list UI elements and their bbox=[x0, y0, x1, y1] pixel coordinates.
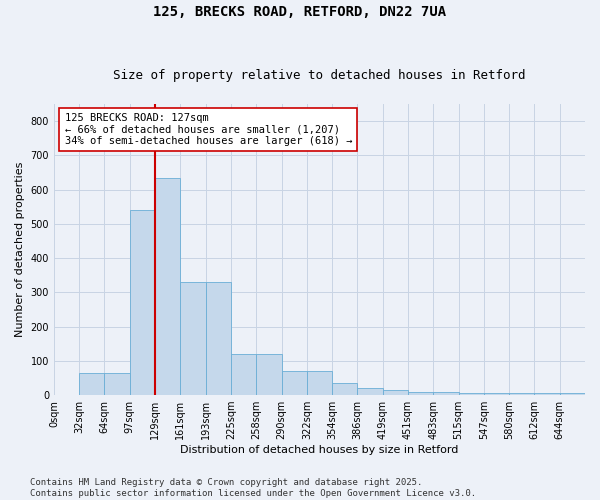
Bar bbox=[281, 371, 307, 395]
Text: Contains HM Land Registry data © Crown copyright and database right 2025.
Contai: Contains HM Land Registry data © Crown c… bbox=[30, 478, 476, 498]
Bar bbox=[231, 354, 256, 395]
Bar bbox=[155, 178, 181, 395]
Bar bbox=[181, 282, 206, 395]
Bar bbox=[256, 354, 281, 395]
Bar bbox=[206, 282, 231, 395]
Bar bbox=[408, 392, 433, 395]
Bar bbox=[307, 371, 332, 395]
Bar bbox=[130, 210, 155, 395]
Y-axis label: Number of detached properties: Number of detached properties bbox=[15, 162, 25, 337]
Bar bbox=[484, 394, 509, 395]
Bar bbox=[104, 373, 130, 395]
Bar bbox=[509, 394, 535, 395]
Bar bbox=[535, 394, 560, 395]
Bar bbox=[383, 390, 408, 395]
Bar bbox=[458, 394, 484, 395]
X-axis label: Distribution of detached houses by size in Retford: Distribution of detached houses by size … bbox=[180, 445, 458, 455]
Bar bbox=[433, 392, 458, 395]
Bar bbox=[332, 383, 358, 395]
Bar bbox=[560, 394, 585, 395]
Text: 125, BRECKS ROAD, RETFORD, DN22 7UA: 125, BRECKS ROAD, RETFORD, DN22 7UA bbox=[154, 5, 446, 19]
Text: 125 BRECKS ROAD: 127sqm
← 66% of detached houses are smaller (1,207)
34% of semi: 125 BRECKS ROAD: 127sqm ← 66% of detache… bbox=[65, 112, 352, 146]
Bar bbox=[358, 388, 383, 395]
Bar bbox=[79, 373, 104, 395]
Title: Size of property relative to detached houses in Retford: Size of property relative to detached ho… bbox=[113, 69, 526, 82]
